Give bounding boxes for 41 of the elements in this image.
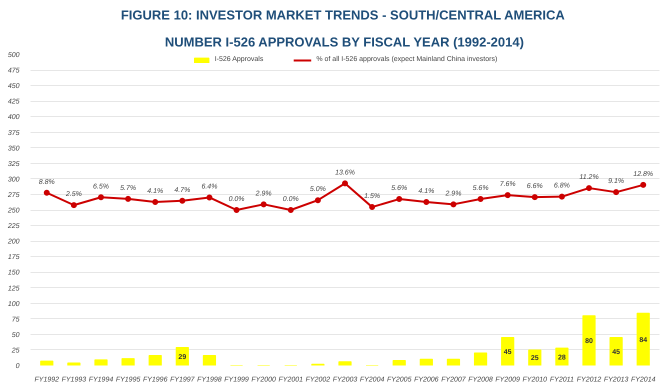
bar (610, 337, 623, 366)
point (504, 192, 511, 198)
bar (501, 337, 514, 366)
bar (94, 359, 108, 366)
point (423, 198, 430, 205)
point (478, 196, 484, 202)
chart-title: FIGURE 10: INVESTOR MARKET TRENDS - SOUTH/CENTRAL AMERICA (120, 8, 566, 22)
point (396, 196, 402, 202)
point (44, 190, 50, 196)
point (152, 198, 158, 205)
point (369, 204, 376, 210)
bar (392, 360, 406, 366)
bar (40, 360, 54, 366)
bar (148, 355, 162, 366)
point (450, 201, 456, 208)
point (206, 194, 212, 200)
bar (582, 315, 596, 366)
point (234, 207, 240, 213)
bar (474, 352, 488, 366)
bar (122, 358, 135, 366)
point (640, 182, 646, 188)
point (125, 196, 132, 202)
point (532, 194, 538, 200)
bar (636, 312, 650, 366)
point (558, 194, 565, 200)
point (613, 189, 620, 196)
bar (67, 362, 80, 366)
bar (176, 346, 189, 366)
chart-subtitle: NUMBER I-526 APPROVALS BY FISCAL YEAR (1992-2014) (164, 34, 524, 50)
bar (202, 355, 216, 366)
point (314, 197, 321, 204)
point (98, 194, 104, 200)
point (586, 185, 592, 192)
bar (338, 361, 352, 366)
point (179, 198, 186, 204)
point (260, 201, 267, 208)
bar (446, 358, 460, 366)
bar (420, 358, 433, 366)
point (70, 202, 77, 208)
point (288, 207, 294, 213)
point (342, 180, 348, 186)
